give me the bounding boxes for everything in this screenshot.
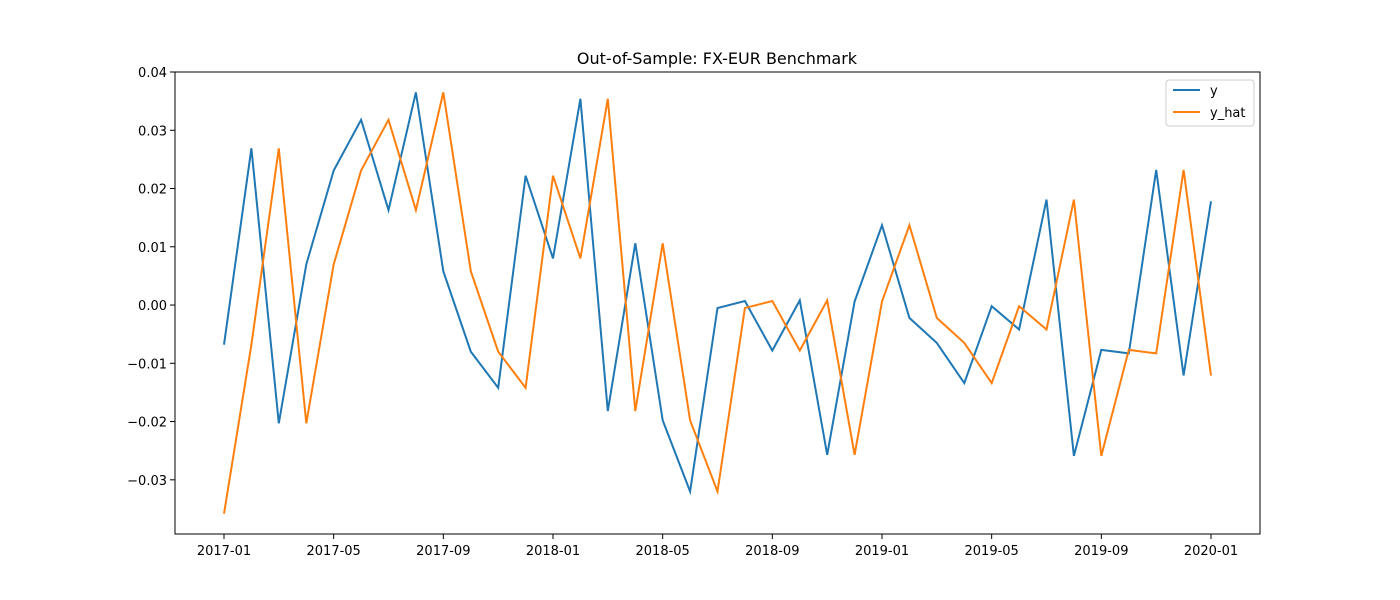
plot-area xyxy=(223,92,1212,514)
x-tick-label: 2018-01 xyxy=(526,544,580,559)
y-tick-label: 0.04 xyxy=(138,66,167,81)
series-line-y xyxy=(223,92,1212,496)
x-tick-label: 2018-09 xyxy=(745,544,799,559)
y-tick-label: −0.02 xyxy=(127,416,167,431)
legend-label-y-hat: y_hat xyxy=(1210,106,1246,121)
chart-title: Out-of-Sample: FX-EUR Benchmark xyxy=(577,49,858,68)
legend-label-y: y xyxy=(1210,84,1218,99)
x-tick-label: 2017-05 xyxy=(307,544,361,559)
x-tick-label: 2017-01 xyxy=(197,544,251,559)
y-tick-label: 0.03 xyxy=(138,124,167,139)
y-tick-label: −0.01 xyxy=(127,357,167,372)
legend-box xyxy=(1165,79,1255,127)
x-tick-label: 2019-05 xyxy=(965,544,1019,559)
x-tick-label: 2017-09 xyxy=(416,544,470,559)
series-line-y-hat xyxy=(223,92,1212,514)
y-tick-label: −0.03 xyxy=(127,474,167,489)
x-tick-label: 2018-05 xyxy=(636,544,690,559)
y-tick-label: 0.02 xyxy=(138,183,167,198)
x-tick-label: 2020-01 xyxy=(1184,544,1238,559)
x-tick-label: 2019-09 xyxy=(1074,544,1128,559)
y-tick-label: 0.00 xyxy=(138,299,167,314)
legend: y y_hat xyxy=(1165,79,1255,127)
y-tick-label: 0.01 xyxy=(138,241,167,256)
x-tick-label: 2019-01 xyxy=(855,544,909,559)
plot-frame xyxy=(174,71,1261,535)
